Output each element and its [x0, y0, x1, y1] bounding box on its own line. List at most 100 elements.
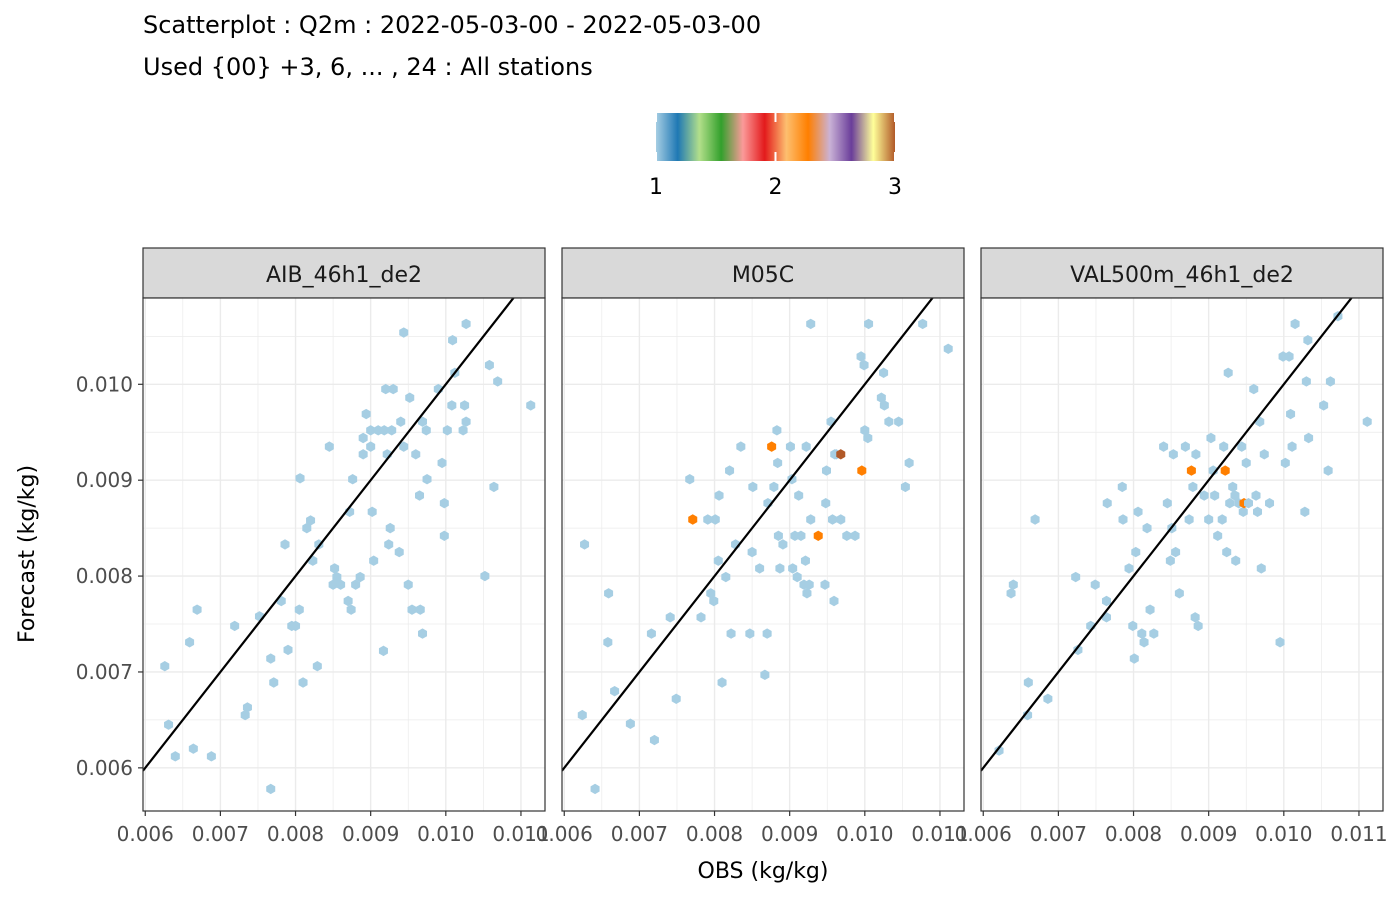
- scatter-point: [778, 539, 788, 550]
- scatter-point: [1222, 546, 1232, 558]
- scatter-point: [1102, 498, 1112, 509]
- panel-points: [577, 318, 953, 795]
- scatter-point: [230, 620, 240, 632]
- scatter-point: [1142, 522, 1152, 534]
- scatter-point: [646, 628, 656, 639]
- scatter-point: [418, 628, 428, 639]
- scatter-point: [836, 449, 846, 460]
- scatter-point: [863, 432, 873, 444]
- scatter-point: [526, 400, 536, 411]
- scatter-point: [306, 515, 316, 526]
- scatter-point: [1206, 432, 1216, 444]
- scatter-point: [1073, 644, 1083, 656]
- scatter-point: [1188, 481, 1198, 493]
- scatter-point: [918, 318, 928, 330]
- scatter-point: [792, 571, 802, 583]
- scatter-point: [904, 457, 914, 469]
- scatter-point: [864, 318, 874, 330]
- scatter-point: [346, 604, 356, 615]
- scatter-point: [820, 579, 830, 590]
- scatter-point: [437, 457, 447, 469]
- scatter-point: [1275, 637, 1285, 648]
- facet-strip: [142, 247, 546, 299]
- scatter-point: [604, 588, 614, 599]
- scatter-point: [994, 745, 1004, 756]
- x-tick-label: 0.008: [1105, 822, 1162, 846]
- scatter-point: [879, 367, 889, 378]
- scatter-point: [688, 514, 698, 525]
- scatter-point: [1133, 506, 1143, 518]
- scatter-point: [399, 441, 409, 452]
- scatter-point: [367, 506, 377, 518]
- x-tick-label: 0.011: [1330, 822, 1387, 846]
- scatter-point: [1043, 693, 1053, 705]
- scatter-point: [1162, 498, 1172, 509]
- x-tick-label: 0.006: [536, 822, 593, 846]
- scatter-point: [355, 571, 365, 583]
- scatter-point: [1174, 588, 1184, 599]
- scatter-point: [801, 441, 811, 452]
- scatter-point: [1145, 604, 1155, 615]
- scatter-point: [461, 416, 471, 427]
- scatter-point: [703, 514, 713, 525]
- scatter-point: [1213, 530, 1223, 541]
- scatter-point: [439, 530, 449, 541]
- scatter-point: [1362, 416, 1372, 427]
- scatter-point: [188, 743, 198, 754]
- x-tick-label: 0.011: [492, 822, 549, 846]
- scatter-point: [1006, 588, 1016, 599]
- x-tick-label: 0.007: [1030, 822, 1087, 846]
- scatter-point: [160, 661, 170, 672]
- scatter-point: [294, 604, 304, 615]
- scatter-point: [1117, 481, 1127, 493]
- scatter-point: [769, 481, 779, 493]
- scatter-point: [1253, 506, 1263, 518]
- scatter-point: [1256, 563, 1266, 574]
- scatter-point: [800, 555, 810, 566]
- scatter-point: [788, 563, 798, 574]
- scatter-point: [1290, 318, 1300, 330]
- scatter-point: [1139, 637, 1149, 648]
- scatter-point: [330, 563, 340, 574]
- scatter-point: [747, 546, 757, 558]
- scatter-point: [713, 555, 723, 566]
- scatter-point: [298, 677, 308, 688]
- facet-strip: [561, 247, 965, 299]
- scatter-point: [1259, 449, 1269, 460]
- chart-subtitle: Used {00} +3, 6, ... , 24 : All stations: [143, 53, 593, 81]
- scatter-point: [748, 481, 758, 493]
- scatter-point: [726, 628, 736, 639]
- scatter-point: [1159, 441, 1169, 452]
- scatter-point: [348, 474, 358, 485]
- scatter-point: [1210, 490, 1220, 501]
- scatter-point: [1237, 441, 1247, 452]
- scatter-point: [403, 579, 413, 590]
- scatter-point: [649, 734, 659, 746]
- scatter-point: [1186, 465, 1196, 476]
- scatter-point: [439, 498, 449, 509]
- scatter-point: [625, 718, 635, 729]
- scatter-point: [1168, 449, 1178, 460]
- scatter-point: [312, 661, 322, 672]
- scatter-point: [1231, 555, 1241, 566]
- scatter-point: [1128, 620, 1138, 632]
- x-tick-label: 0.007: [192, 822, 249, 846]
- x-axis-title: OBS (kg/kg): [698, 859, 829, 884]
- scatter-point: [269, 677, 279, 688]
- scatter-point: [1230, 490, 1240, 501]
- scatter-point: [164, 719, 174, 730]
- scatter-point: [879, 400, 889, 411]
- scatter-point: [1219, 441, 1229, 452]
- scatter-point: [1071, 571, 1081, 583]
- x-tick-label: 0.011: [911, 822, 968, 846]
- x-tick-label: 0.009: [761, 822, 818, 846]
- scatter-point: [842, 530, 852, 541]
- scatter-point: [755, 563, 765, 574]
- scatter-point: [366, 425, 376, 436]
- scatter-point: [1249, 383, 1259, 395]
- x-tick-label: 0.009: [1180, 822, 1237, 846]
- scatter-point: [1325, 376, 1335, 387]
- scatter-point: [860, 425, 870, 436]
- panel-grid: [981, 298, 1383, 811]
- y-tick-label: 0.007: [76, 660, 133, 684]
